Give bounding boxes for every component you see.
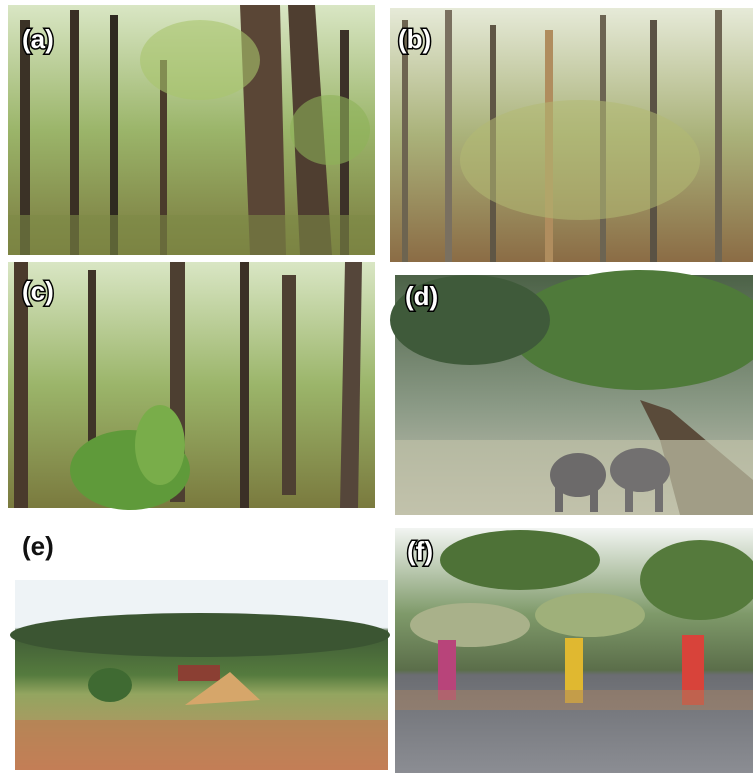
panel-label: (d) [405,281,438,311]
panel-label: (c) [22,276,54,306]
photo-d [390,270,753,515]
photo-a [8,5,375,255]
photo-b [390,8,753,262]
photo-f [395,528,753,773]
figure: (a) (b) (c) (d) (e) (f) [0,0,753,773]
photo-e [10,580,390,770]
panel-label: (f) [407,536,433,566]
panel-label: (a) [22,24,54,54]
panel-label: (e) [22,531,54,561]
panel-label: (b) [398,24,431,54]
photo-c [8,262,375,510]
page: (a) (b) (c) (d) (e) (f) (() => { const d… [0,0,753,773]
